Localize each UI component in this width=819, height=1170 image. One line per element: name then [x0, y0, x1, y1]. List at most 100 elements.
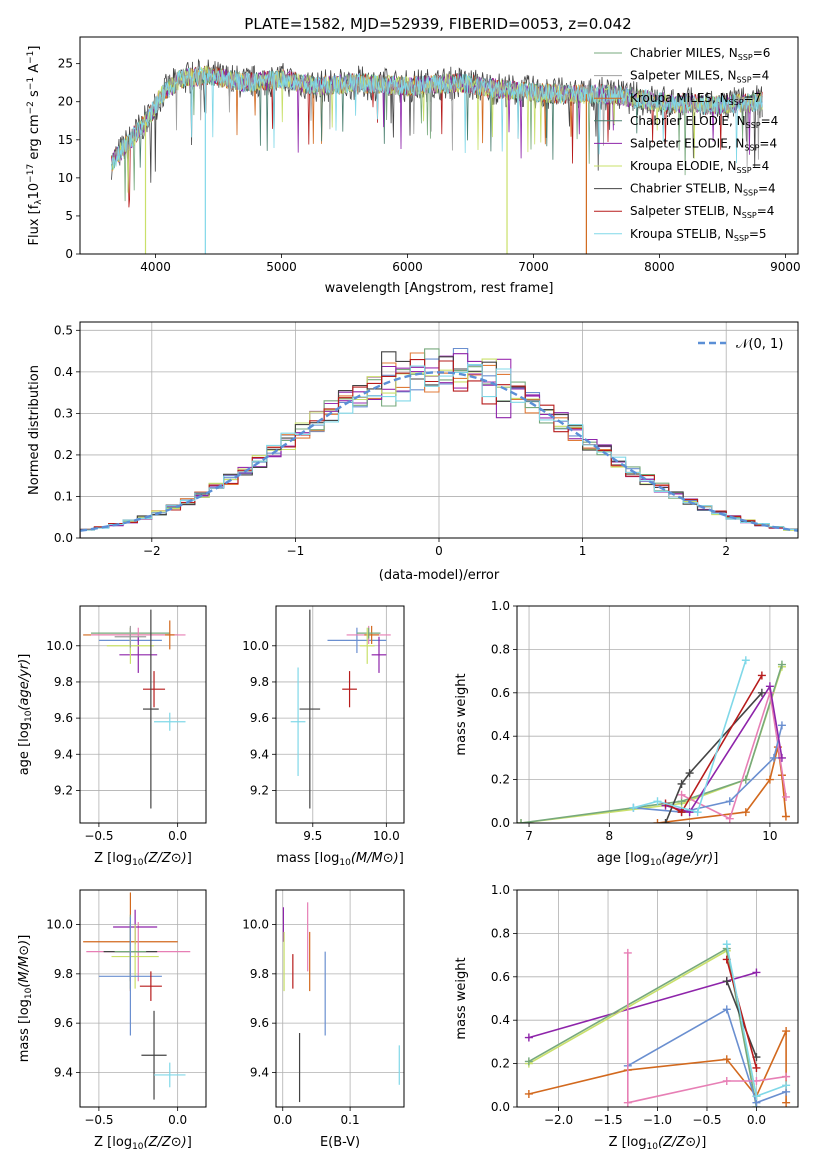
- x-axis-label-part: ]: [187, 851, 192, 866]
- y-axis-label-part: age [log: [17, 722, 32, 775]
- legend-entry: Chabrier ELODIE, NSSP=4: [630, 114, 778, 130]
- weight-line-2: [528, 971, 757, 1039]
- y-axis-label-part: ]: [17, 654, 32, 659]
- x-tick-label: 8000: [644, 260, 675, 274]
- weight-marker: [677, 779, 686, 788]
- weight-marker: [777, 660, 786, 669]
- legend-entry: Kroupa ELODIE, NSSP=4: [630, 159, 769, 175]
- legend-count: =6: [753, 46, 771, 60]
- panel-age-vs-mass: 9.5 10.0 9.2 9.4 9.6 9.8 10.0 mass [log10(M/M⊙)…: [242, 605, 405, 868]
- weight-marker: [677, 808, 686, 817]
- weight-marker: [741, 656, 750, 665]
- weight-marker: [722, 940, 731, 949]
- legend-entry: Salpeter MILES, NSSP=4: [630, 69, 769, 85]
- x-tick-label: 0: [435, 544, 443, 558]
- weight-marker: [781, 812, 790, 821]
- legend-entry: Chabrier MILES, NSSP=6: [630, 46, 770, 62]
- x-axis-label-part: 10: [339, 858, 351, 868]
- y-tick-label: 0.2: [54, 448, 73, 462]
- figure-title: PLATE=1582, MJD=52939, FIBERID=0053, z=0…: [244, 15, 631, 33]
- y-axis-label-part: Flux [f: [27, 204, 42, 245]
- plot-area-mass-weight-vs-age: [517, 606, 798, 823]
- x-tick-label: 10.0: [373, 829, 400, 843]
- panel-mass-vs-Z: −0.5 0.09.49.69.810.0Z [log10(Z/Z⊙)]mass …: [17, 889, 207, 1152]
- y-axis-label: mass weight: [454, 673, 469, 755]
- x-axis-label-part: Z [log: [609, 1135, 647, 1150]
- weight-marker: [725, 797, 734, 806]
- weight-marker: [524, 1033, 533, 1042]
- x-tick-label: 6000: [392, 260, 423, 274]
- axes-frame: [79, 321, 799, 539]
- x-tick-label: −0.5: [84, 829, 113, 843]
- weight-marker: [741, 775, 750, 784]
- axes-frame: [516, 605, 799, 824]
- weight-line-1: [528, 1030, 787, 1103]
- weight-marker: [661, 819, 670, 823]
- legend-subscript: SSP: [738, 53, 753, 62]
- x-tick-label: −0.5: [692, 1113, 721, 1127]
- x-axis-label-part: 10: [650, 858, 662, 868]
- x-axis-label-part: 10: [132, 858, 144, 868]
- weight-line-2: [520, 666, 783, 823]
- y-tick-label: 0.4: [491, 1013, 510, 1027]
- y-axis-label-part: ]: [27, 46, 42, 51]
- weight-marker: [722, 1005, 731, 1014]
- x-axis-label-part: (Z/Z⊙): [144, 1135, 187, 1150]
- plot-area-age-vs-Z: [80, 606, 206, 823]
- weight-marker: [623, 948, 632, 957]
- weight-marker: [777, 721, 786, 730]
- weight-marker: [653, 797, 662, 806]
- x-axis-label-part: (Z/Z⊙): [658, 1135, 701, 1150]
- legend-subscript: SSP: [734, 234, 749, 243]
- weight-line-9: [633, 660, 747, 814]
- legend-count: =4: [759, 136, 777, 150]
- x-axis-label: Z [log10(Z/Z⊙)]: [94, 1135, 192, 1152]
- x-tick-label: 8: [606, 829, 614, 843]
- x-tick-label: 2: [722, 544, 730, 558]
- weight-marker: [752, 1063, 761, 1072]
- legend-entry: Kroupa STELIB, NSSP=5: [630, 227, 767, 243]
- panel-spectrum: 4000 5000 6000 7000 8000 9000 0 5 10 15 20 25 Chabri…: [26, 36, 801, 296]
- y-axis-label-part: 10: [24, 710, 34, 722]
- x-tick-label: 0.0: [168, 1113, 187, 1127]
- weight-marker: [685, 769, 694, 778]
- y-tick-label: 15: [58, 133, 73, 147]
- x-axis-label: age [log10(age/yr)]: [597, 851, 719, 868]
- y-tick-label: 0.1: [54, 489, 73, 503]
- y-tick-label: 9.4: [54, 1065, 73, 1079]
- y-tick-label: 0.5: [54, 323, 73, 337]
- legend-count: =7: [744, 91, 762, 105]
- x-tick-label: 0.0: [168, 829, 187, 843]
- x-axis-label: (data-model)/error: [379, 568, 500, 583]
- y-tick-label: 10.0: [242, 918, 269, 932]
- y-tick-label: 0: [65, 247, 73, 261]
- weight-marker: [757, 671, 766, 680]
- x-axis-label-part: 10: [132, 1142, 144, 1152]
- weight-marker: [722, 1055, 731, 1064]
- x-tick-label: −2: [143, 544, 161, 558]
- y-tick-label: 9.2: [250, 783, 269, 797]
- y-axis-label: mass weight: [454, 957, 469, 1039]
- weight-marker: [782, 1081, 791, 1090]
- y-tick-label: 9.4: [250, 1065, 269, 1079]
- weight-marker: [765, 682, 774, 691]
- y-tick-label: 0.3: [54, 406, 73, 420]
- x-axis-label-part: 10: [647, 1142, 659, 1152]
- axes-frame: [79, 605, 207, 824]
- y-tick-label: 9.6: [54, 711, 73, 725]
- legend-count: =4: [761, 114, 779, 128]
- y-tick-label: 0.6: [491, 686, 510, 700]
- y-tick-label: 0.8: [491, 642, 510, 656]
- y-axis-label-part: ]: [17, 935, 32, 940]
- weight-marker: [741, 808, 750, 817]
- weight-marker: [782, 1027, 791, 1036]
- weight-marker: [765, 775, 774, 784]
- x-tick-label: −1: [287, 544, 305, 558]
- weight-marker: [769, 753, 778, 762]
- y-tick-label: 0.4: [54, 365, 73, 379]
- y-axis-label-part: mass [log: [17, 999, 32, 1062]
- spectrum-line-9: [111, 66, 763, 170]
- plot-area-mass-weight-vs-Z: [517, 890, 798, 1107]
- y-tick-label: 0.8: [491, 926, 510, 940]
- y-tick-label: 0.4: [491, 729, 510, 743]
